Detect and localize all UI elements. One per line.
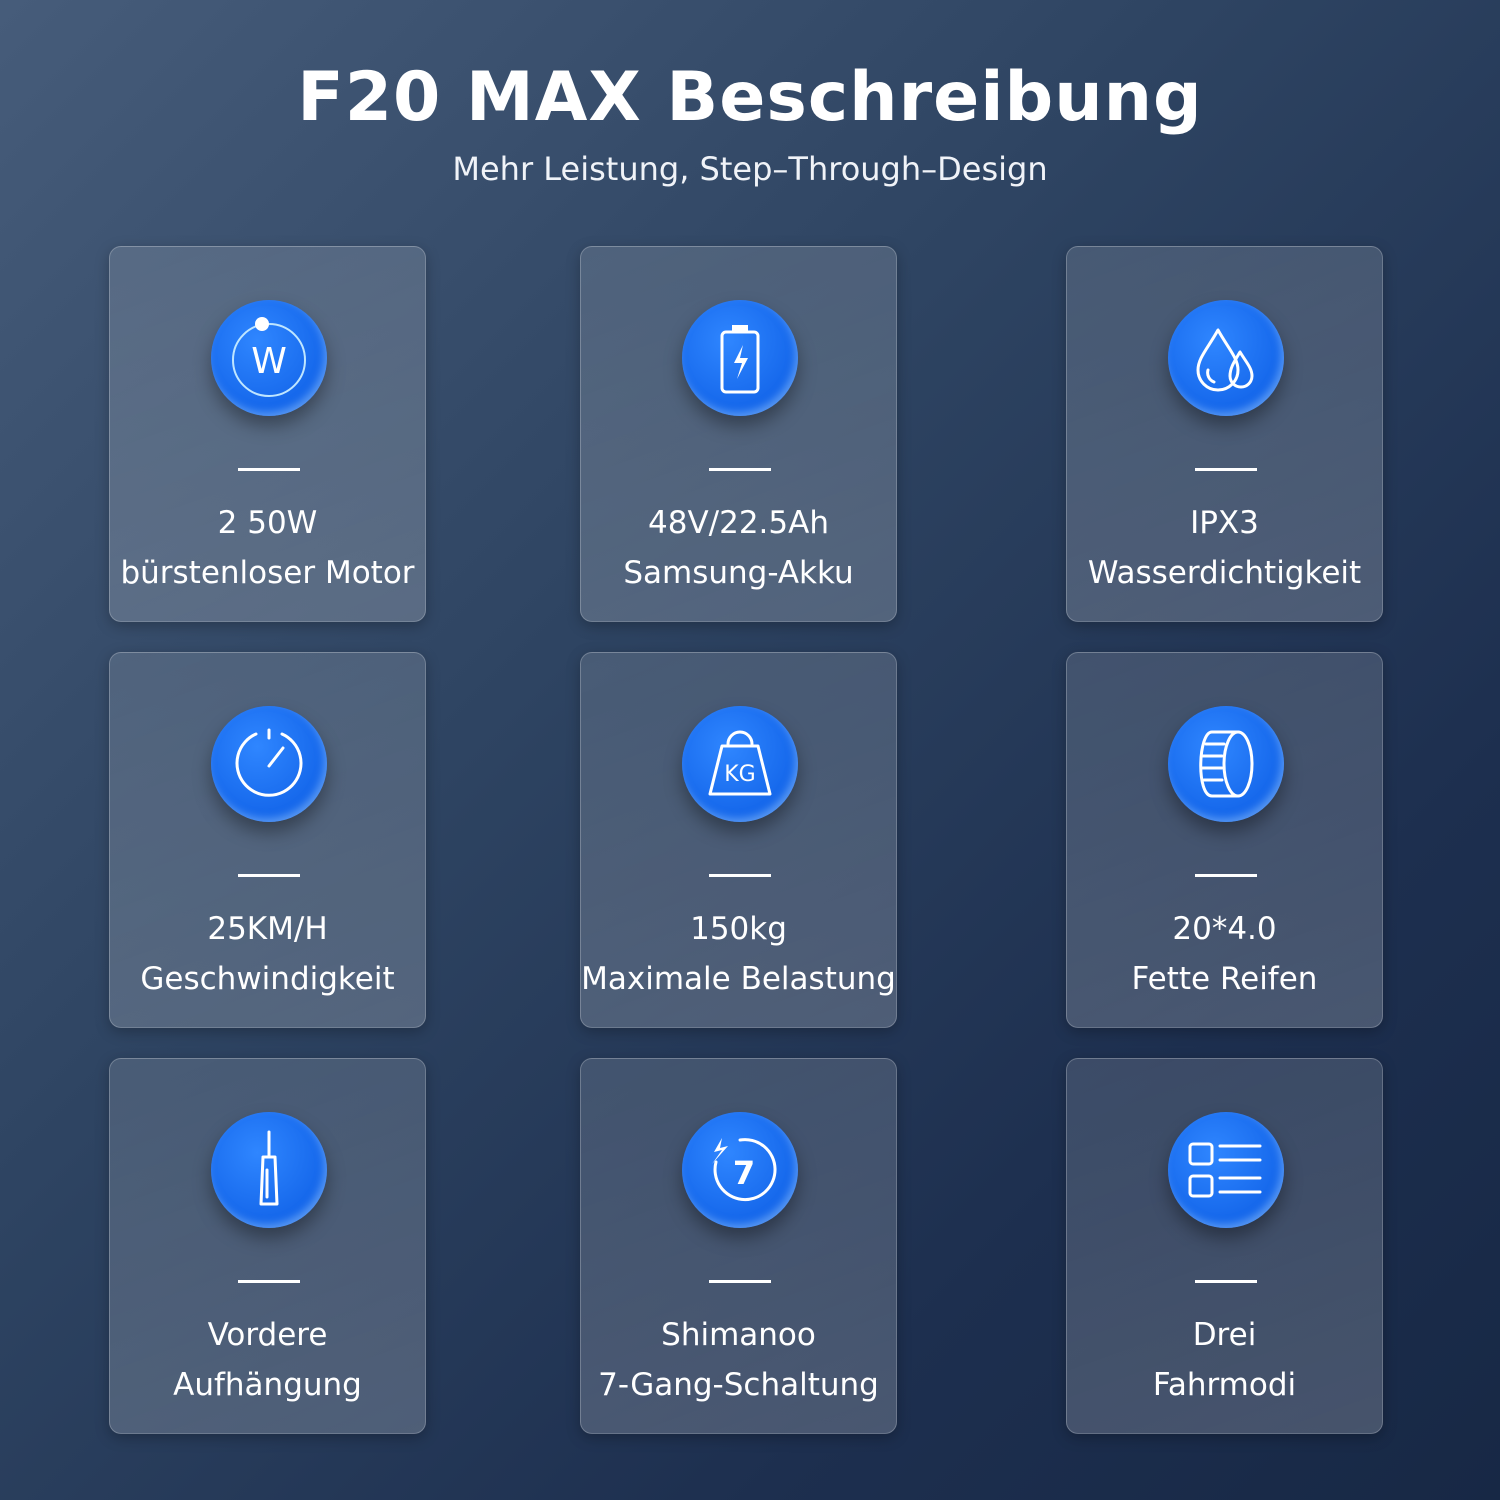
divider [1195,1280,1257,1283]
feature-label: Fette Reifen [1131,961,1318,997]
battery-icon [682,300,798,416]
feature-label: Maximale Belastung [581,961,896,997]
speedometer-icon [211,706,327,822]
feature-card: 20*4.0 Fette Reifen [1066,652,1383,1028]
divider [709,1280,771,1283]
page-title: F20 MAX Beschreibung [297,58,1203,137]
feature-label: Fahrmodi [1152,1367,1297,1403]
feature-card: KG 150kg Maximale Belastung [580,652,897,1028]
feature-value: 25KM/H [207,911,328,947]
svg-text:W: W [251,341,287,382]
svg-text:7: 7 [733,1154,755,1192]
modes-list-icon [1168,1112,1284,1228]
water-drops-icon [1168,300,1284,416]
page-subtitle: Mehr Leistung, Step–Through–Design [452,150,1048,188]
feature-card: Vordere Aufhängung [109,1058,426,1434]
feature-card: W 2 50W bürstenloser Motor [109,246,426,622]
feature-label: Geschwindigkeit [140,961,395,997]
divider [238,468,300,471]
feature-label: bürstenloser Motor [120,555,415,591]
divider [709,468,771,471]
feature-value: 150kg [690,911,787,947]
feature-value: 2 50W [217,505,318,541]
divider [1195,874,1257,877]
suspension-fork-icon [211,1112,327,1228]
divider [238,874,300,877]
svg-text:KG: KG [724,762,755,787]
divider [238,1280,300,1283]
divider [709,874,771,877]
power-watt-icon: W [211,300,327,416]
feature-label: 7-Gang-Schaltung [598,1367,879,1403]
feature-value: Vordere [207,1317,328,1353]
feature-card: Drei Fahrmodi [1066,1058,1383,1434]
feature-label: Aufhängung [173,1367,362,1403]
feature-label: Wasserdichtigkeit [1087,555,1362,591]
divider [1195,468,1257,471]
gear-7-icon: 7 [682,1112,798,1228]
weight-kg-icon: KG [682,706,798,822]
feature-card: 7 Shimanoo 7-Gang-Schaltung [580,1058,897,1434]
feature-card: 25KM/H Geschwindigkeit [109,652,426,1028]
tire-icon [1168,706,1284,822]
feature-value: 48V/22.5Ah [648,505,829,541]
feature-value: Drei [1192,1317,1257,1353]
feature-value: Shimanoo [661,1317,816,1353]
feature-value: 20*4.0 [1172,911,1277,947]
feature-value: IPX3 [1190,505,1259,541]
feature-card: 48V/22.5Ah Samsung-Akku [580,246,897,622]
feature-label: Samsung-Akku [623,555,854,591]
feature-card: IPX3 Wasserdichtigkeit [1066,246,1383,622]
